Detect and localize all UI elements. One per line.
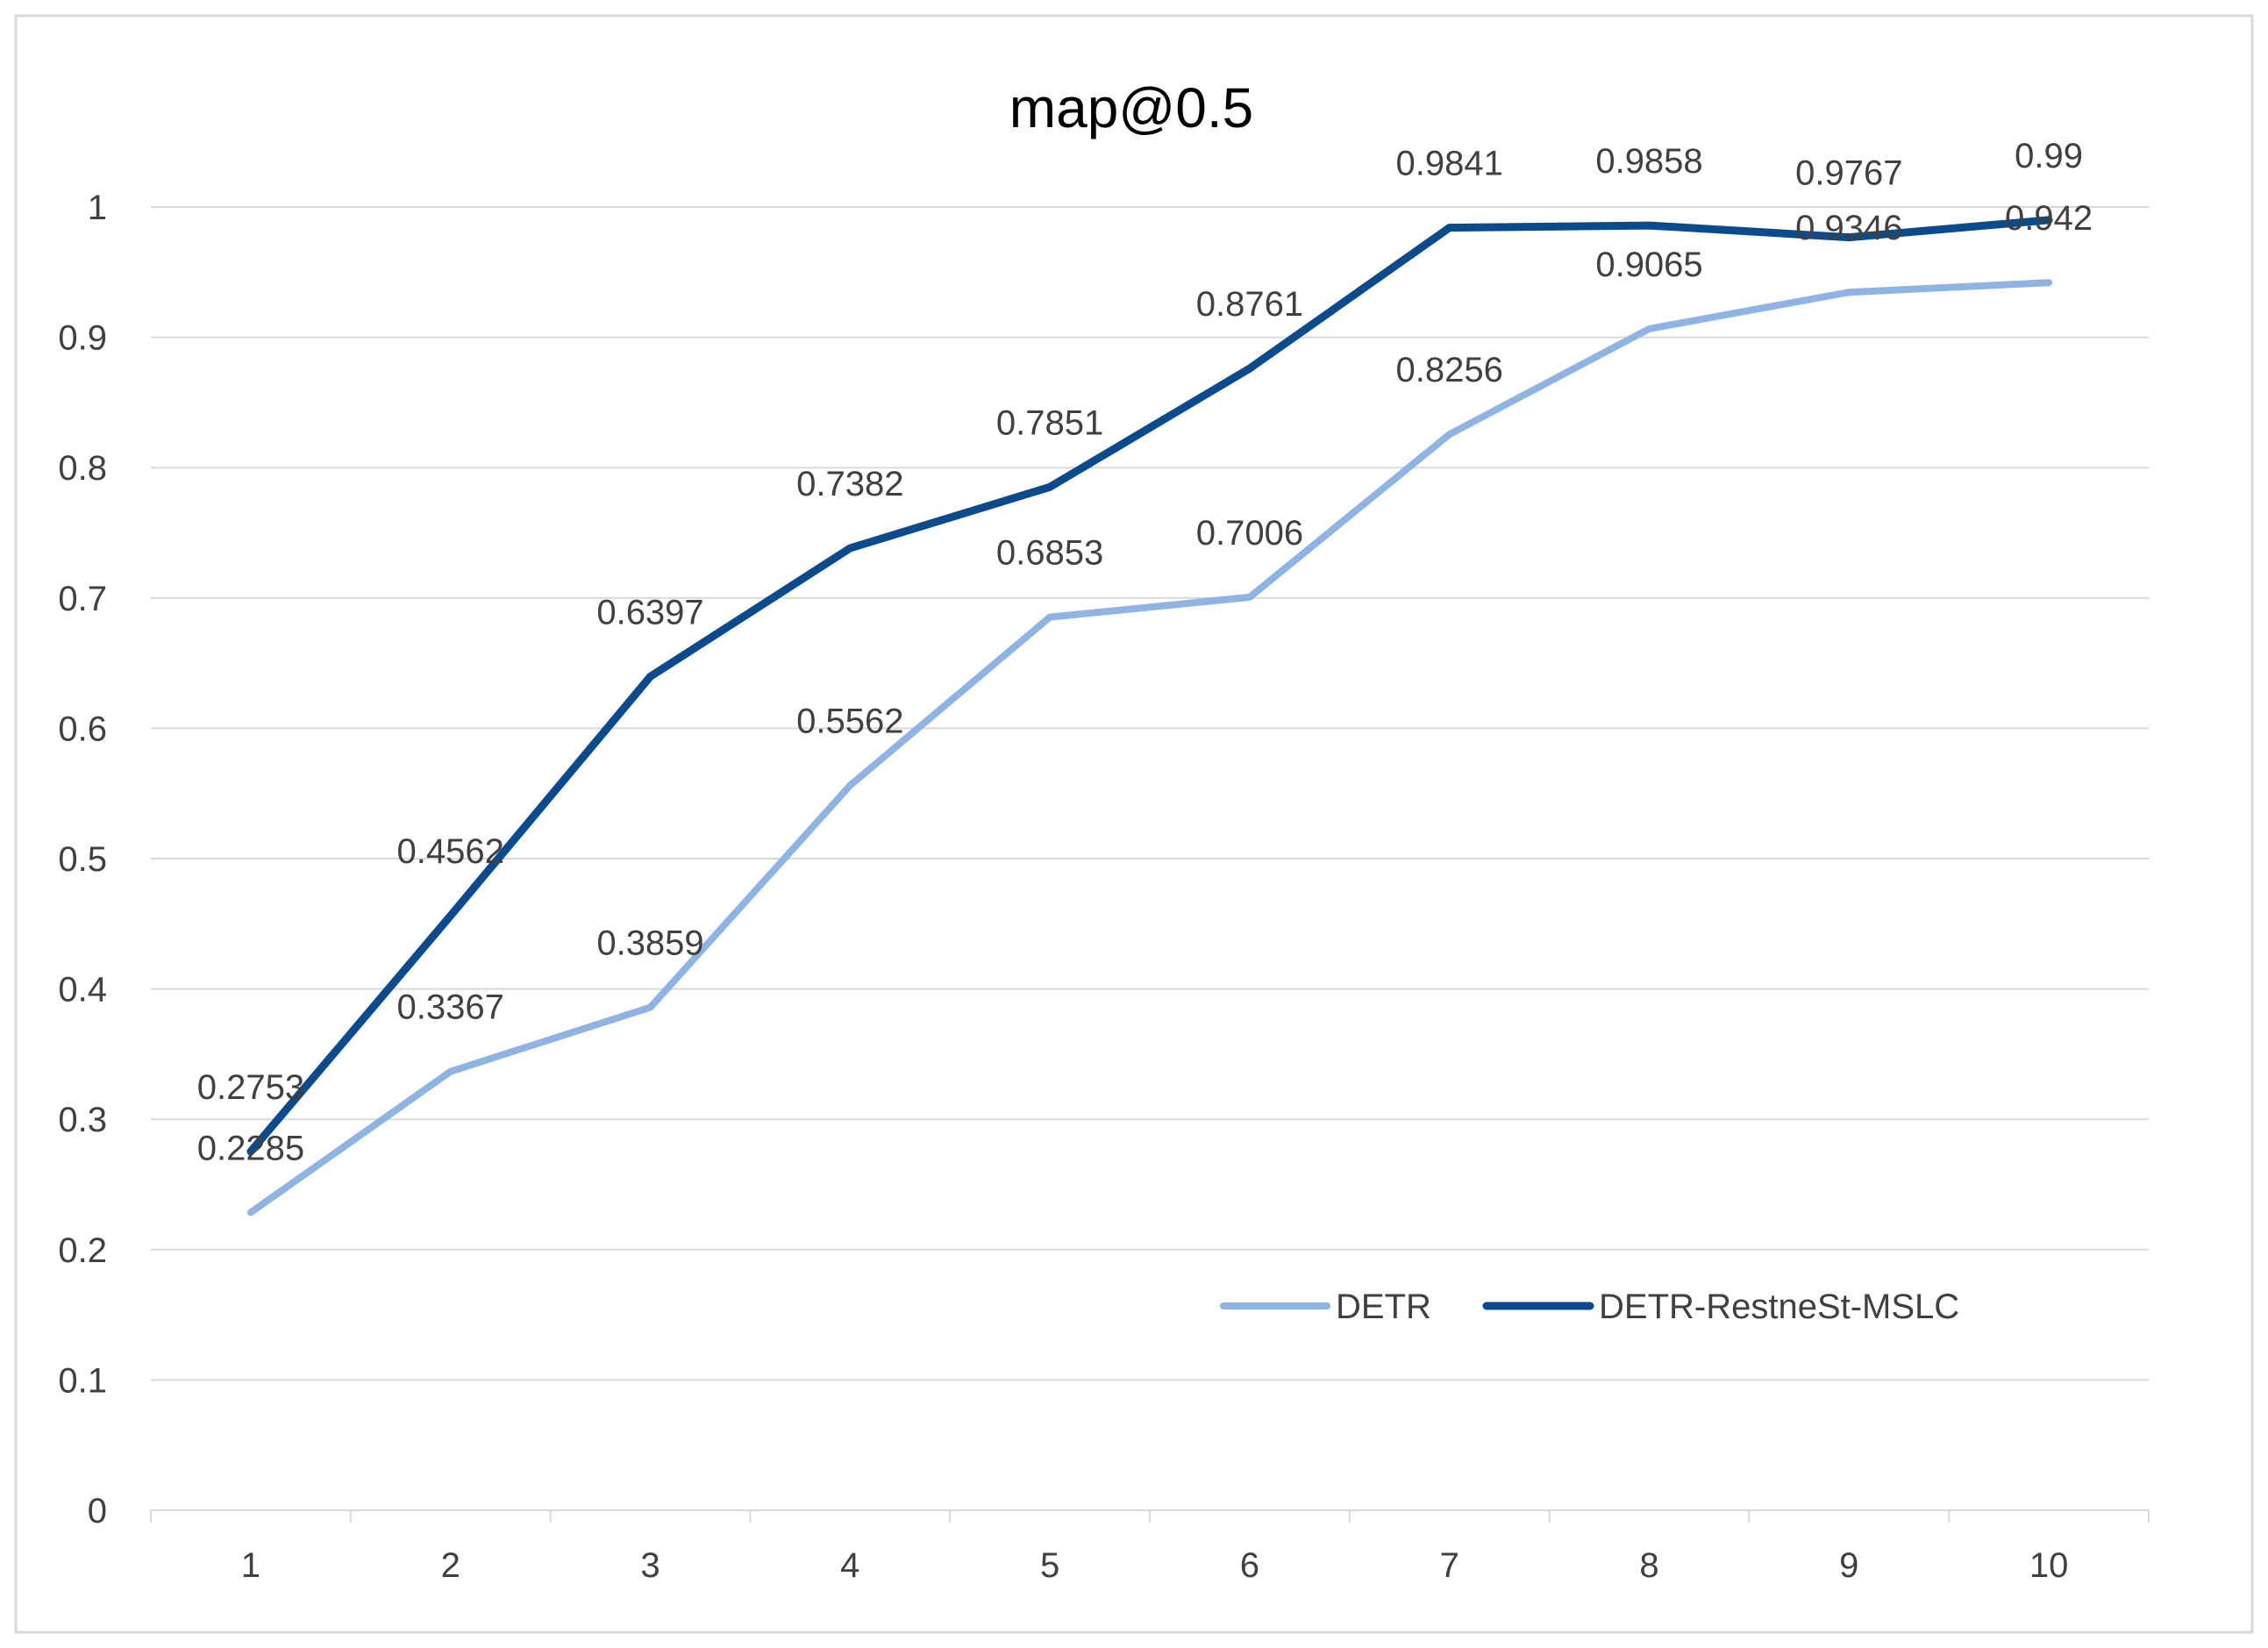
data-point — [849, 547, 851, 549]
x-tick-label: 7 — [1440, 1546, 1459, 1585]
data-label: 0.9065 — [1595, 246, 1702, 284]
x-tick-label: 8 — [1639, 1546, 1658, 1585]
data-label: 0.2753 — [197, 1068, 304, 1107]
legend: DETR DETR-RestneSt-MSLC — [1220, 1288, 1959, 1326]
data-label: 0.9767 — [1795, 154, 1902, 193]
data-label: 0.6853 — [996, 534, 1103, 573]
data-label: 0.8256 — [1396, 351, 1503, 389]
x-tick-label: 1 — [241, 1546, 260, 1585]
x-tick-label: 9 — [1839, 1546, 1858, 1585]
grid-lines — [151, 206, 2149, 1511]
y-tick-label: 0.5 — [58, 840, 107, 879]
y-tick-label: 0.1 — [58, 1361, 107, 1400]
data-point — [450, 1071, 452, 1073]
y-tick-label: 0 — [88, 1492, 107, 1530]
y-tick-label: 0.7 — [58, 580, 107, 618]
x-tick-label: 5 — [1040, 1546, 1059, 1585]
data-point — [1049, 486, 1051, 488]
data-label: 0.2285 — [197, 1129, 304, 1167]
x-axis-ticks: 1 2 3 4 5 6 7 8 9 10 — [150, 1510, 2150, 1585]
chart-title: map@0.5 — [1009, 76, 1253, 139]
y-tick-label: 0.9 — [58, 319, 107, 358]
x-tick-label: 3 — [640, 1546, 660, 1585]
data-label: 0.4562 — [397, 832, 504, 871]
data-label: 0.9346 — [1795, 209, 1902, 247]
y-tick-label: 1 — [88, 189, 107, 227]
data-label: 0.3367 — [397, 988, 504, 1027]
y-tick-label: 0.6 — [58, 710, 107, 748]
data-point — [650, 1007, 652, 1009]
y-tick-label: 0.3 — [58, 1101, 107, 1139]
data-point — [1848, 291, 1850, 293]
chart-border — [14, 14, 2254, 1634]
y-tick-label: 0.2 — [58, 1231, 107, 1270]
data-point — [1249, 596, 1251, 598]
data-label: 0.7382 — [796, 465, 903, 503]
data-label: 0.5562 — [796, 702, 903, 740]
data-labels: 0.2285 0.3367 0.3859 0.5562 0.6853 0.7006 0.82… — [197, 137, 2093, 1168]
data-point — [1049, 617, 1051, 618]
data-point — [450, 915, 452, 917]
data-label: 0.6397 — [596, 593, 703, 631]
data-point — [1449, 433, 1451, 435]
series-line-1 — [246, 279, 2053, 1216]
data-point — [650, 675, 652, 677]
data-label: 0.7006 — [1196, 514, 1303, 553]
data-point — [849, 784, 851, 786]
y-axis-ticks: 0 0.1 0.2 0.3 0.4 0.5 0.6 0.7 0.8 0.9 1 — [58, 189, 107, 1530]
data-point — [1649, 328, 1651, 330]
series-line-2 — [246, 216, 2053, 1156]
data-label: 0.9841 — [1396, 145, 1503, 183]
data-label: 0.9858 — [1595, 142, 1702, 181]
data-label: 0.7851 — [996, 403, 1103, 442]
x-tick-label: 4 — [840, 1546, 859, 1585]
data-point — [1449, 227, 1451, 229]
legend-label: DETR-RestneSt-MSLC — [1599, 1288, 1959, 1326]
data-point — [1249, 367, 1251, 369]
data-label: 0.8761 — [1196, 285, 1303, 324]
y-tick-label: 0.4 — [58, 971, 107, 1009]
series-lines — [246, 216, 2053, 1216]
data-label: 0.99 — [2015, 137, 2083, 175]
data-label: 0.3859 — [596, 924, 703, 963]
y-tick-label: 0.8 — [58, 449, 107, 488]
x-tick-label: 10 — [2029, 1546, 2069, 1585]
x-tick-label: 2 — [441, 1546, 460, 1585]
data-point — [2048, 282, 2050, 283]
data-point — [1649, 225, 1651, 226]
legend-label: DETR — [1336, 1288, 1431, 1326]
data-point — [250, 1211, 252, 1213]
x-tick-label: 6 — [1240, 1546, 1259, 1585]
data-label: 0.942 — [2005, 199, 2093, 238]
